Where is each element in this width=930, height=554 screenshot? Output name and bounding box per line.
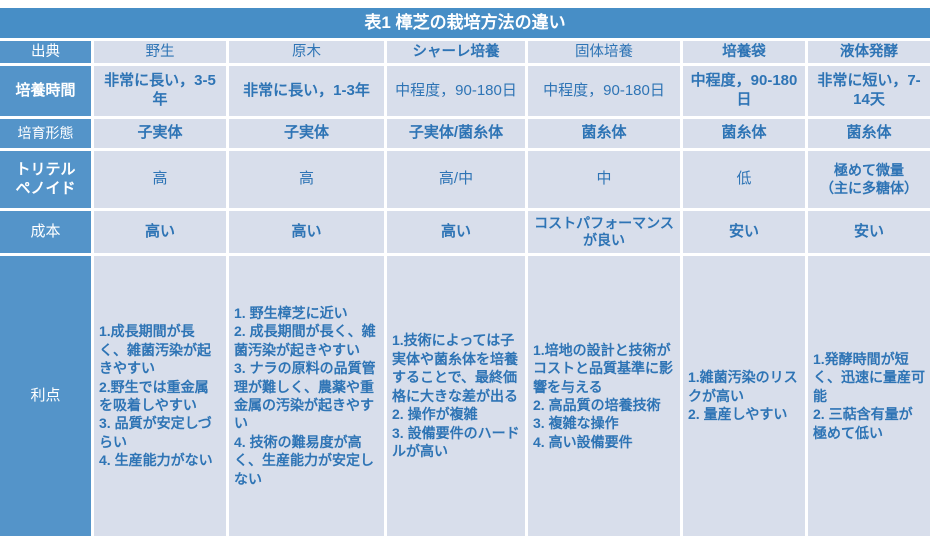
table-title: 表1 樟芝の栽培方法の違い [0, 8, 930, 38]
cell-merits-wild: 1.成長期間が長く、雑菌汚染が起きやすい 2.野生では重金属を吸着しやすい 3.… [94, 256, 226, 536]
cell-triterpenoid-log: 高 [229, 151, 384, 208]
cell-form-wild: 子実体 [94, 119, 226, 148]
column-header-petri-dish: シャーレ培養 [387, 41, 525, 63]
cell-form-solid-culture: 菌糸体 [528, 119, 680, 148]
row-label-cost: 成本 [0, 211, 91, 253]
cell-merits-liquid-fermentation: 1.発酵時間が短く、迅速に量産可能 2. 三萜含有量が極めて低い [808, 256, 930, 536]
cell-cost-culture-bag: 安い [683, 211, 805, 253]
cell-cost-liquid-fermentation: 安い [808, 211, 930, 253]
cell-triterpenoid-culture-bag: 低 [683, 151, 805, 208]
cell-merits-log: 1. 野生樟芝に近い 2. 成長期間が長く、雑菌汚染が起きやすい 3. ナラの原… [229, 256, 384, 536]
cell-form-culture-bag: 菌糸体 [683, 119, 805, 148]
cell-cost-solid-culture: コストパフォーマンスが良い [528, 211, 680, 253]
cell-triterpenoid-liquid-fermentation: 極めて微量 （主に多糖体） [808, 151, 930, 208]
cell-cost-petri-dish: 高い [387, 211, 525, 253]
cell-cost-wild: 高い [94, 211, 226, 253]
row-label-triterpenoid: トリテルペノイド [0, 151, 91, 208]
cell-cost-log: 高い [229, 211, 384, 253]
cell-time-wild: 非常に長い，3-5年 [94, 66, 226, 116]
cell-merits-culture-bag: 1.雑菌汚染のリスクが高い 2. 量産しやすい [683, 256, 805, 536]
cell-time-liquid-fermentation: 非常に短い，7-14天 [808, 66, 930, 116]
row-label-source: 出典 [0, 41, 91, 63]
cell-form-petri-dish: 子実体/菌糸体 [387, 119, 525, 148]
column-header-log: 原木 [229, 41, 384, 63]
column-header-solid-culture: 固体培養 [528, 41, 680, 63]
column-header-liquid-fermentation: 液体発酵 [808, 41, 930, 63]
cell-triterpenoid-wild: 高 [94, 151, 226, 208]
row-label-growth-form: 培育形態 [0, 119, 91, 148]
row-label-merits: 利点 [0, 256, 91, 536]
cell-form-liquid-fermentation: 菌糸体 [808, 119, 930, 148]
cell-triterpenoid-solid-culture: 中 [528, 151, 680, 208]
cultivation-comparison-table: 表1 樟芝の栽培方法の違い 出典 野生 原木 シャーレ培養 固体培養 培養袋 液… [0, 8, 930, 536]
column-header-culture-bag: 培養袋 [683, 41, 805, 63]
cell-merits-petri-dish: 1.技術によっては子実体や菌糸体を培養することで、最終価格に大きな差が出る 2.… [387, 256, 525, 536]
cell-form-log: 子実体 [229, 119, 384, 148]
cell-time-log: 非常に長い，1-3年 [229, 66, 384, 116]
cell-time-culture-bag: 中程度，90-180日 [683, 66, 805, 116]
cell-time-solid-culture: 中程度，90-180日 [528, 66, 680, 116]
cell-merits-solid-culture: 1.培地の設計と技術がコストと品質基準に影響を与える 2. 高品質の培養技術 3… [528, 256, 680, 536]
cell-time-petri-dish: 中程度，90-180日 [387, 66, 525, 116]
row-label-culture-time: 培養時間 [0, 66, 91, 116]
column-header-wild: 野生 [94, 41, 226, 63]
cell-triterpenoid-petri-dish: 高/中 [387, 151, 525, 208]
